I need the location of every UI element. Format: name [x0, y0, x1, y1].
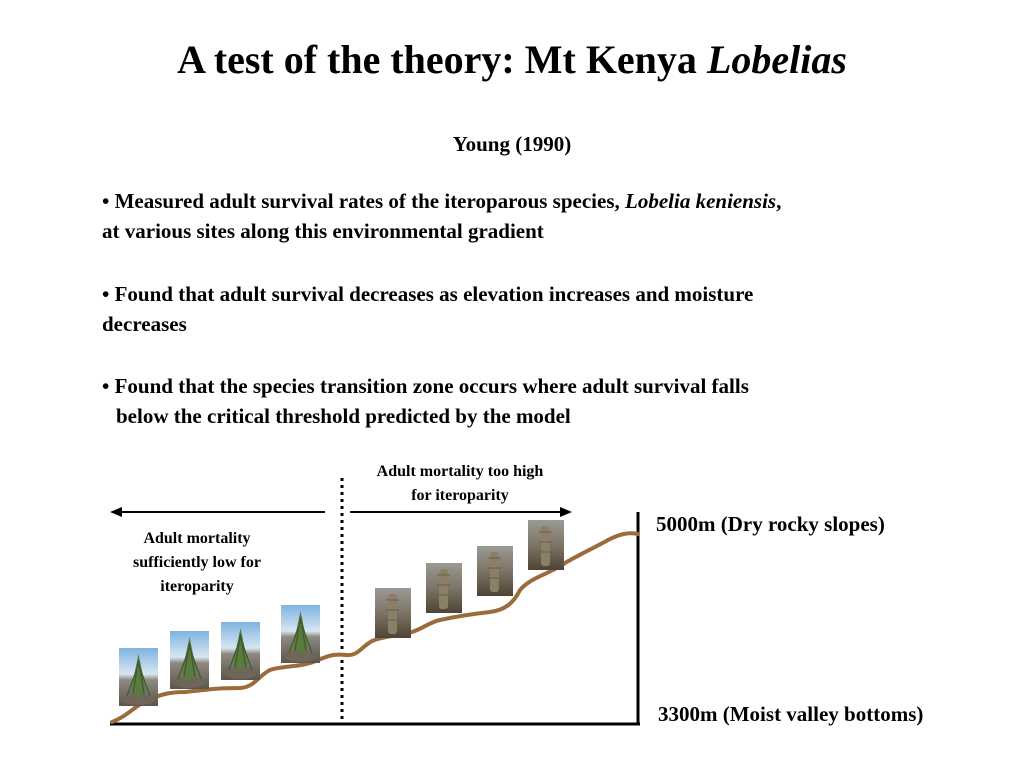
- elevation-bottom-label: 3300m (Moist valley bottoms): [658, 702, 924, 726]
- bullet-1-line-2: at various sites along this environmenta…: [102, 219, 544, 243]
- lobelia-photo-8: [528, 520, 564, 570]
- label-mortality-high: Adult mortality too high for iteroparity: [340, 460, 580, 508]
- lobelia-photo-3: [221, 622, 260, 680]
- bullet-1-text-a: • Measured adult survival rates of the i…: [102, 189, 625, 213]
- bullet-3: • Found that the species transition zone…: [102, 371, 962, 431]
- bullet-2-line-2: decreases: [102, 312, 187, 336]
- lobelia-photo-5: [375, 588, 411, 638]
- bullet-3-line-2: below the critical threshold predicted b…: [116, 404, 571, 428]
- label-mortality-low: Adult mortality sufficiently low for ite…: [102, 527, 292, 599]
- lobelia-photo-7: [477, 546, 513, 596]
- elevation-top-label: 5000m (Dry rocky slopes): [656, 512, 885, 536]
- label-low-line-3: iteroparity: [160, 578, 234, 595]
- bullet-1-species: Lobelia keniensis: [625, 189, 777, 213]
- lobelia-photo-4: [281, 605, 320, 663]
- title-italic-text: Lobelias: [706, 37, 847, 82]
- bullet-3-line-1: • Found that the species transition zone…: [102, 374, 749, 398]
- left-arrow: [110, 507, 325, 517]
- bullet-2: • Found that adult survival decreases as…: [102, 279, 962, 339]
- elevation-slope-line: [110, 531, 640, 724]
- lobelia-photo-1: [119, 648, 158, 706]
- citation: Young (1990): [452, 132, 572, 156]
- lobelia-photo-2: [170, 631, 209, 689]
- label-low-line-2: sufficiently low for: [133, 554, 261, 571]
- label-high-line-1: Adult mortality too high: [376, 463, 544, 480]
- bullet-2-line-1: • Found that adult survival decreases as…: [102, 282, 754, 306]
- label-low-line-1: Adult mortality: [143, 530, 251, 547]
- right-arrow: [350, 507, 572, 517]
- bullet-1: • Measured adult survival rates of the i…: [102, 186, 962, 246]
- slide-title: A test of the theory: Mt Kenya Lobelias: [0, 36, 1024, 84]
- title-main-text: A test of the theory: Mt Kenya: [177, 37, 707, 82]
- label-high-line-2: for iteroparity: [411, 487, 509, 504]
- lobelia-photo-6: [426, 563, 462, 613]
- bullet-1-text-b: ,: [776, 189, 782, 213]
